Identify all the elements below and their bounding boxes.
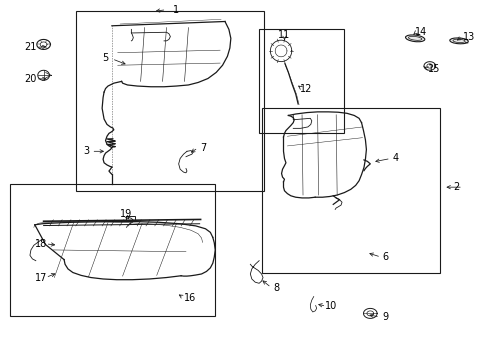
Text: 5: 5 [102, 53, 108, 63]
Ellipse shape [405, 35, 424, 42]
Text: 2: 2 [452, 182, 459, 192]
Bar [10, 184, 215, 316]
Text: 3: 3 [83, 146, 89, 156]
Text: 7: 7 [200, 143, 206, 153]
Text: 13: 13 [462, 32, 474, 41]
Text: 17: 17 [35, 273, 47, 283]
Ellipse shape [449, 38, 468, 44]
Text: 11: 11 [278, 30, 290, 40]
Bar [126, 216, 135, 221]
Text: 1: 1 [173, 5, 179, 15]
Text: 12: 12 [300, 84, 312, 94]
Text: 14: 14 [414, 27, 426, 37]
Text: 9: 9 [382, 312, 388, 322]
Bar [259, 30, 344, 134]
Text: 16: 16 [183, 293, 196, 303]
Text: 21: 21 [25, 42, 37, 52]
Text: 18: 18 [35, 239, 47, 249]
Text: 8: 8 [273, 283, 279, 293]
Text: 20: 20 [25, 74, 37, 84]
Text: 6: 6 [382, 252, 388, 262]
Bar [76, 12, 264, 191]
Bar [261, 108, 439, 273]
Text: 15: 15 [427, 64, 439, 74]
Text: 19: 19 [120, 209, 132, 219]
Text: 10: 10 [325, 301, 337, 311]
Text: 4: 4 [392, 153, 398, 163]
